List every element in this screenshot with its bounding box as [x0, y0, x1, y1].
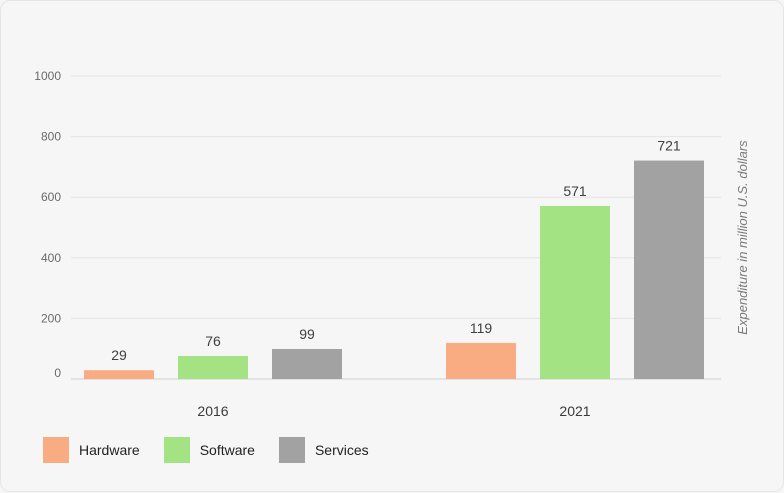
bar-services-2021 [634, 160, 704, 379]
data-label: 571 [563, 183, 587, 199]
bar-software-2016 [178, 355, 248, 379]
y-tick-label: 200 [41, 311, 61, 325]
data-labels: 29 76 99 119 571 721 [111, 138, 681, 364]
legend-label: Services [314, 442, 369, 458]
data-label: 99 [299, 326, 315, 342]
category-labels: 2016 2021 [197, 403, 590, 419]
y-tick-label: 800 [41, 130, 61, 144]
bar-hardware-2016 [84, 370, 154, 379]
category-label: 2021 [559, 403, 590, 419]
bar-services-2016 [272, 349, 342, 379]
y-axis-label: Expenditure in million U.S. dollars [735, 140, 750, 335]
legend-swatch [163, 437, 190, 463]
category-label: 2016 [197, 403, 228, 419]
legend-label: Hardware [79, 442, 140, 458]
legend-item-hardware[interactable]: Hardware [43, 437, 140, 463]
y-tick-label: 400 [41, 251, 61, 265]
y-axis-ticks: 0 200 400 600 800 1000 [34, 69, 61, 380]
y-tick-label: 600 [41, 190, 61, 204]
legend-item-software[interactable]: Software [163, 437, 255, 463]
data-label: 29 [111, 347, 127, 363]
legend: Hardware Software Services [43, 437, 393, 463]
y-tick-label: 1000 [34, 69, 61, 83]
legend-swatch [43, 437, 69, 463]
data-label: 119 [470, 320, 493, 336]
data-label: 721 [657, 138, 681, 154]
bars [84, 160, 704, 379]
y-tick-label: 0 [54, 366, 61, 380]
legend-label: Software [199, 442, 255, 458]
bar-hardware-2021 [446, 342, 516, 379]
legend-item-services[interactable]: Services [278, 437, 369, 463]
bar-software-2021 [540, 205, 610, 379]
grid-lines [71, 75, 721, 380]
legend-swatch [278, 437, 305, 463]
data-label: 76 [205, 333, 221, 349]
